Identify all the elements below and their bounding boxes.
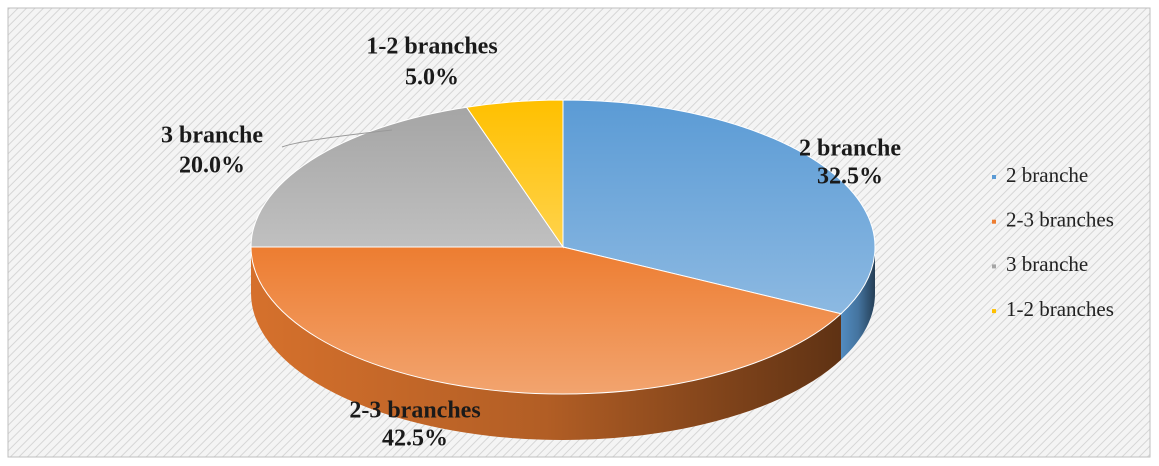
data-label-name: 3 branche	[161, 123, 263, 149]
data-label-value: 32.5%	[817, 164, 883, 190]
data-label-name: 2-3 branches	[349, 398, 480, 424]
data-label-value: 20.0%	[179, 153, 245, 179]
slice-gloss	[466, 100, 563, 247]
side-shade	[840, 247, 875, 360]
legend-marker	[992, 219, 996, 224]
data-label-value: 5.0%	[405, 65, 459, 91]
leader-line	[281, 129, 393, 148]
side-shade	[251, 247, 841, 440]
data-label-value: 42.5%	[382, 426, 448, 452]
slice-gloss	[563, 100, 875, 314]
legend-label: 2-3 branches	[1006, 208, 1114, 232]
data-label-name: 2 branche	[799, 136, 901, 162]
legend-marker	[992, 264, 996, 269]
legend-label: 2 branche	[1006, 163, 1088, 187]
legend-label: 3 branche	[1006, 252, 1088, 276]
slice-gloss	[251, 247, 841, 395]
legend-marker	[992, 175, 996, 179]
legend-label: 1-2 branches	[1006, 297, 1114, 321]
slice-gloss	[251, 107, 563, 247]
data-label-name: 1-2 branches	[366, 34, 497, 60]
legend-marker	[992, 309, 996, 314]
